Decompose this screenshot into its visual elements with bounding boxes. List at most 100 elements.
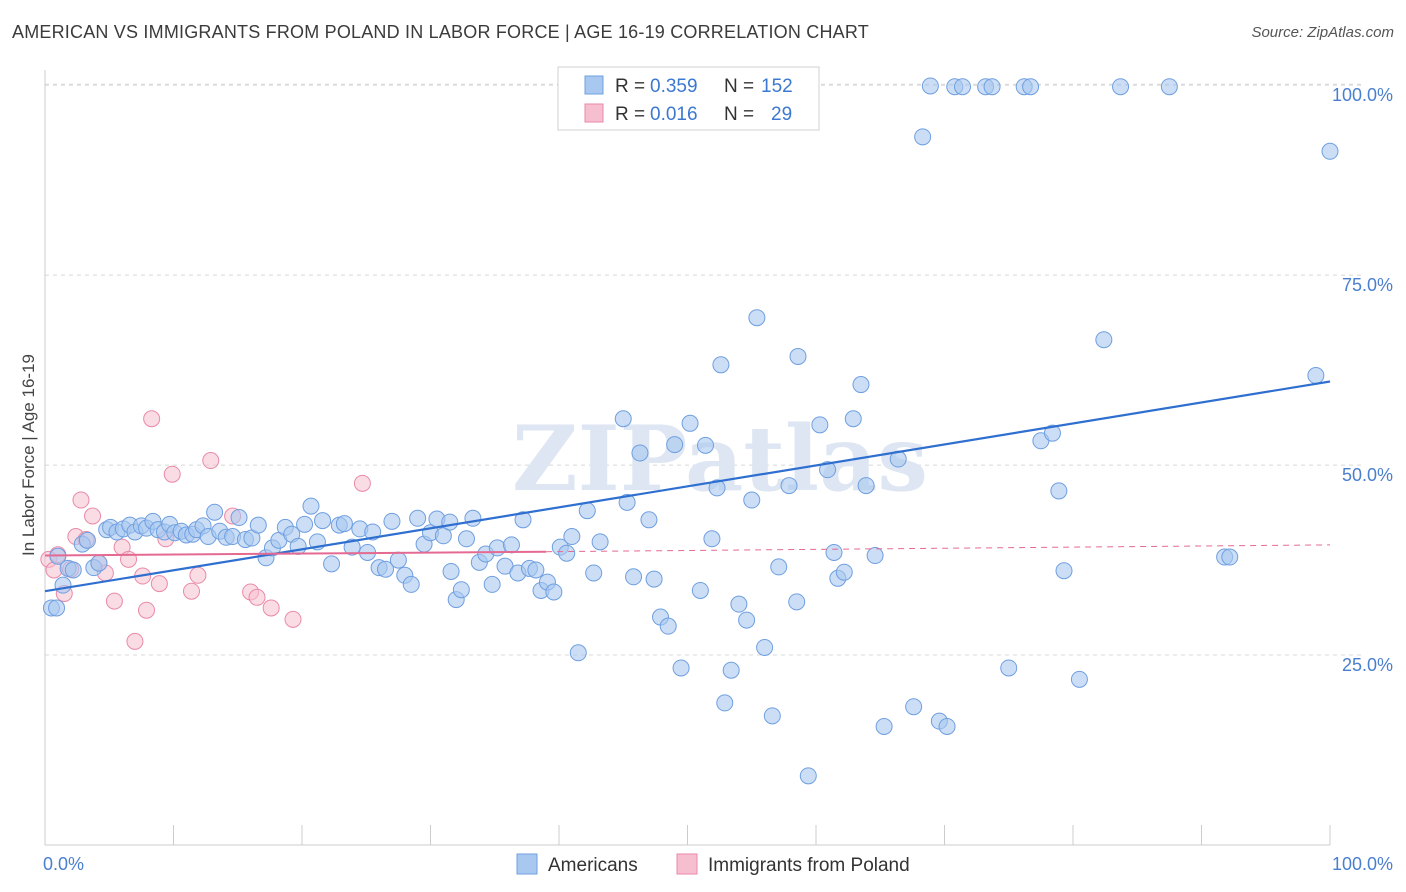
americans-point	[770, 558, 788, 576]
americans-point	[389, 551, 407, 569]
americans-point	[1160, 78, 1178, 96]
americans-point	[90, 554, 108, 572]
americans-point	[434, 527, 452, 545]
americans-point	[545, 583, 563, 601]
americans-point	[1022, 78, 1040, 96]
stats-legend: R = 0.359 N = 152 R = 0.016 N = 29	[557, 66, 820, 131]
americans-trend-line	[44, 380, 1331, 593]
americans-point	[343, 538, 361, 556]
americans-point	[875, 717, 893, 735]
americans-point	[789, 347, 807, 365]
poland-point	[163, 465, 181, 483]
americans-point	[54, 576, 72, 594]
bottom-legend-americans: Americans	[548, 855, 638, 876]
americans-point	[48, 599, 66, 617]
americans-point	[666, 436, 684, 454]
americans-point	[578, 502, 596, 520]
americans-point	[618, 493, 636, 511]
americans-point	[819, 461, 837, 479]
americans-point	[289, 537, 307, 555]
y-tick-label: 25.0%	[1342, 655, 1393, 675]
americans-point	[681, 414, 699, 432]
americans-point	[452, 581, 470, 599]
americans-point	[514, 511, 532, 529]
americans-point	[1055, 562, 1073, 580]
americans-point	[763, 707, 781, 725]
source-label: Source: ZipAtlas.com	[1251, 24, 1394, 41]
poland-point	[138, 601, 156, 619]
americans-points	[42, 76, 1339, 785]
americans-point	[457, 530, 475, 548]
americans-point	[1321, 142, 1339, 160]
americans-point	[314, 512, 332, 530]
americans-point	[441, 513, 459, 531]
americans-point	[953, 78, 971, 96]
americans-point	[938, 717, 956, 735]
x-tick-label: 100.0%	[1332, 854, 1393, 874]
americans-point	[788, 593, 806, 611]
y-tick-label: 75.0%	[1342, 275, 1393, 295]
trend-lines	[44, 380, 1331, 593]
americans-point	[640, 511, 658, 529]
americans-point	[563, 528, 581, 546]
americans-point	[835, 563, 853, 581]
poland-point	[120, 550, 138, 568]
americans-point	[527, 561, 545, 579]
legend-n-value-2: 29	[771, 104, 792, 125]
legend-swatch-poland	[584, 103, 604, 123]
bottom-legend-swatch-americans	[516, 853, 538, 875]
americans-point	[780, 477, 798, 495]
americans-point	[402, 575, 420, 593]
americans-point	[1112, 78, 1130, 96]
americans-point	[502, 536, 520, 554]
americans-point	[64, 561, 82, 579]
americans-point	[377, 560, 395, 578]
americans-point	[857, 477, 875, 495]
americans-point	[206, 503, 224, 521]
americans-point	[230, 509, 248, 527]
americans-point	[914, 128, 932, 146]
americans-point	[442, 562, 460, 580]
americans-point	[614, 410, 632, 428]
americans-point	[645, 570, 663, 588]
americans-point	[1043, 424, 1061, 442]
americans-point	[921, 77, 939, 95]
americans-point	[1221, 548, 1239, 566]
americans-point	[756, 638, 774, 656]
americans-point	[569, 644, 587, 662]
axes: 25.0% 50.0% 75.0% 100.0% 0.0% 100.0%	[43, 70, 1393, 874]
legend-n-label-1: N =	[724, 76, 754, 97]
poland-point	[353, 474, 371, 492]
americans-point	[983, 78, 1001, 96]
poland-point	[84, 507, 102, 525]
americans-point	[696, 436, 714, 454]
americans-point	[712, 356, 730, 374]
americans-point	[302, 497, 320, 515]
americans-point	[364, 523, 382, 541]
legend-r-value-2: 0.016	[650, 104, 698, 125]
americans-point	[716, 694, 734, 712]
americans-point	[730, 595, 748, 613]
americans-point	[852, 376, 870, 394]
poland-point	[284, 610, 302, 628]
americans-point	[825, 543, 843, 561]
legend-n-value-1: 152	[761, 76, 793, 97]
poland-point	[105, 592, 123, 610]
americans-point	[672, 659, 690, 677]
series-legend: Americans Immigrants from Poland	[516, 853, 910, 876]
chart-title: AMERICAN VS IMMIGRANTS FROM POLAND IN LA…	[12, 22, 869, 42]
americans-point	[703, 530, 721, 548]
poland-point	[262, 599, 280, 617]
americans-point	[866, 547, 884, 565]
legend-r-value-1: 0.359	[650, 76, 698, 97]
legend-r-label-2: R =	[615, 104, 645, 125]
americans-point	[844, 410, 862, 428]
americans-point	[1000, 659, 1018, 677]
americans-point	[488, 539, 506, 557]
americans-point	[625, 568, 643, 586]
americans-point	[483, 575, 501, 593]
poland-trend-line	[44, 550, 547, 557]
y-axis-title: In Labor Force | Age 16-19	[19, 354, 38, 556]
americans-point	[585, 564, 603, 582]
americans-point	[323, 555, 341, 573]
